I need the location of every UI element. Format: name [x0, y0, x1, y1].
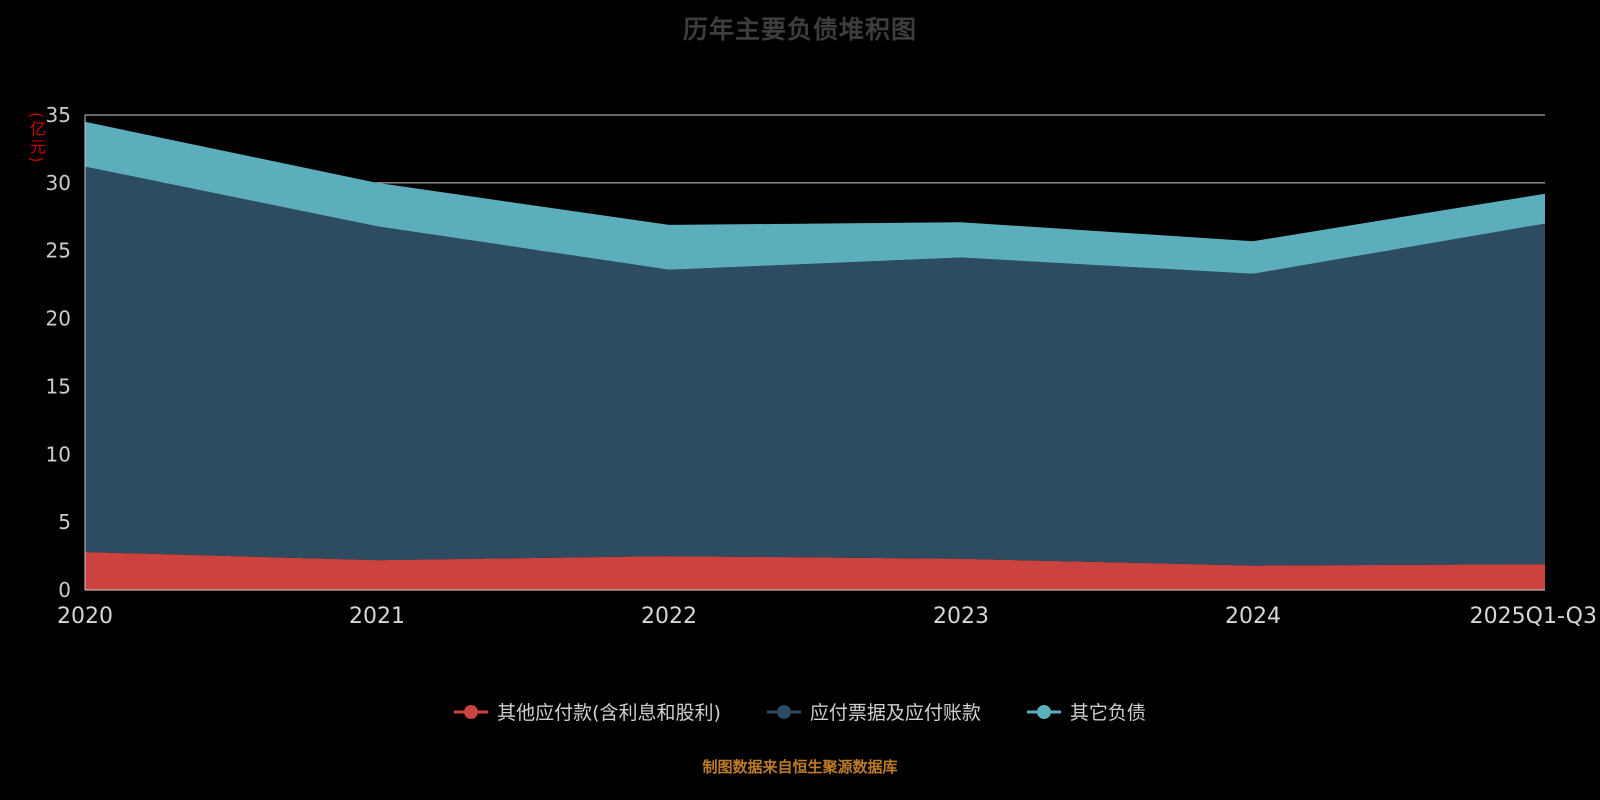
y-tick-label: 25 [46, 239, 71, 263]
legend-label: 其他应付款(含利息和股利) [497, 702, 721, 724]
x-tick-label: 2021 [349, 604, 405, 629]
source-note: 制图数据来自恒生聚源数据库 [702, 758, 898, 776]
area-series-0 [85, 552, 1545, 590]
y-tick-label: 10 [46, 442, 71, 466]
x-tick-label: 2024 [1225, 604, 1281, 629]
legend-item-1[interactable]: 应付票据及应付账款 [766, 698, 981, 725]
y-tick-label: 0 [58, 578, 71, 602]
y-tick-label: 35 [46, 103, 71, 127]
legend-marker-icon [1026, 704, 1061, 719]
legend-marker-icon [766, 704, 801, 719]
chart-title: 历年主要负债堆积图 [682, 15, 917, 44]
stacked-area-chart: 0 5 10 15 20 25 30 35 2020 2021 2022 2023 2024 2025Q1… [46, 103, 1597, 629]
y-tick-label: 30 [46, 171, 71, 195]
y-axis-unit-label: (亿元) [27, 112, 46, 165]
y-tick-label: 20 [46, 307, 71, 331]
chart-legend: 其他应付款(含利息和股利) 应付票据及应付账款 其它负债 [0, 698, 1600, 725]
y-tick-label: 15 [46, 374, 71, 398]
legend-marker-icon [454, 704, 489, 719]
legend-item-2[interactable]: 其它负债 [1026, 698, 1146, 725]
area-series-2 [85, 121, 1545, 274]
x-tick-label: 2020 [57, 604, 113, 629]
y-tick-label: 5 [58, 510, 71, 534]
x-tick-label: 2023 [933, 604, 989, 629]
legend-label: 其它负债 [1069, 702, 1146, 724]
legend-item-0[interactable]: 其他应付款(含利息和股利) [454, 698, 721, 725]
x-tick-label: 2025Q1-Q3 [1470, 604, 1597, 629]
x-tick-label: 2022 [641, 604, 697, 629]
area-series-1 [85, 166, 1545, 566]
legend-label: 应付票据及应付账款 [809, 702, 981, 724]
